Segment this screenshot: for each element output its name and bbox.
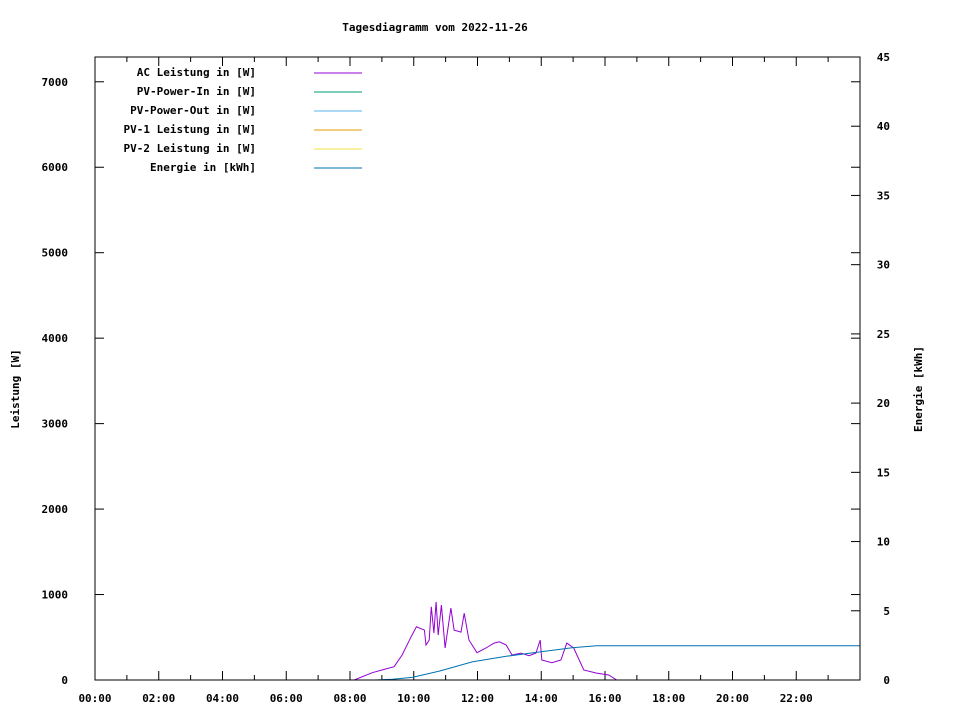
x-tick-label: 22:00 — [780, 692, 813, 705]
x-tick-label: 04:00 — [206, 692, 239, 705]
y-tick-label: 1000 — [42, 589, 69, 602]
y-tick-label: 3000 — [42, 418, 69, 431]
series-line — [373, 645, 860, 681]
y2-tick-label: 35 — [877, 189, 890, 202]
legend-label: PV-Power-Out in [W] — [130, 104, 256, 117]
y-tick-label: 6000 — [42, 161, 69, 174]
legend-label: PV-2 Leistung in [W] — [124, 142, 256, 155]
y-tick-label: 2000 — [42, 503, 69, 516]
y-tick-label: 7000 — [42, 76, 69, 89]
x-tick-label: 14:00 — [525, 692, 558, 705]
y2-tick-label: 25 — [877, 328, 890, 341]
x-tick-label: 08:00 — [333, 692, 366, 705]
y-tick-label: 5000 — [42, 247, 69, 260]
legend-label: AC Leistung in [W] — [137, 66, 256, 79]
x-tick-label: 10:00 — [397, 692, 430, 705]
legend-label: Energie in [kWh] — [150, 161, 256, 174]
x-tick-label: 18:00 — [652, 692, 685, 705]
y2-axis-label: Energie [kWh] — [912, 346, 925, 432]
y2-tick-label: 10 — [877, 536, 890, 549]
y2-tick-label: 20 — [877, 397, 890, 410]
x-tick-label: 06:00 — [270, 692, 303, 705]
chart-title: Tagesdiagramm vom 2022-11-26 — [342, 21, 528, 34]
y2-tick-label: 0 — [883, 674, 890, 687]
plot-frame — [94, 56, 861, 681]
x-tick-label: 12:00 — [461, 692, 494, 705]
y-axis-label: Leistung [W] — [9, 349, 22, 428]
y2-tick-label: 40 — [877, 120, 890, 133]
x-tick-label: 16:00 — [588, 692, 621, 705]
y2-tick-label: 30 — [877, 259, 890, 272]
y-tick-label: 0 — [61, 674, 68, 687]
y2-tick-label: 15 — [877, 466, 890, 479]
series-line — [354, 601, 617, 681]
x-tick-label: 20:00 — [716, 692, 749, 705]
x-tick-label: 02:00 — [142, 692, 175, 705]
legend-label: PV-Power-In in [W] — [137, 85, 256, 98]
x-tick-label: 00:00 — [78, 692, 111, 705]
y-tick-label: 4000 — [42, 332, 69, 345]
legend-label: PV-1 Leistung in [W] — [124, 123, 256, 136]
y2-tick-label: 45 — [877, 51, 890, 64]
y2-tick-label: 5 — [883, 605, 890, 618]
